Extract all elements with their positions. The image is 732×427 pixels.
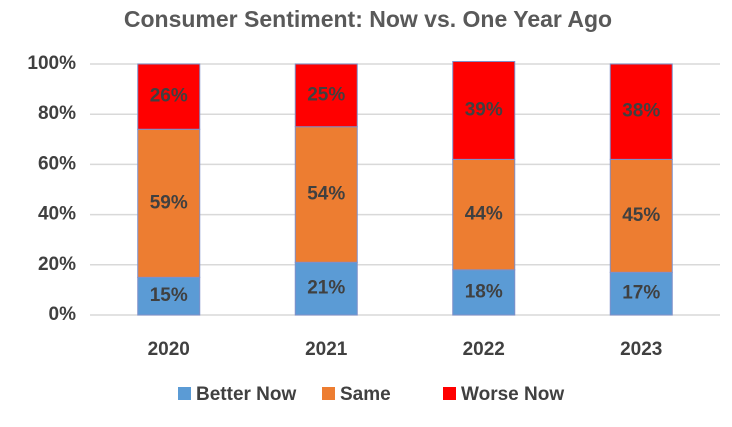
data-label: 15% <box>150 285 188 306</box>
x-tick-label: 2020 <box>148 339 190 360</box>
x-tick-label: 2021 <box>305 339 348 360</box>
data-label: 18% <box>465 281 503 302</box>
y-tick-label: 60% <box>38 153 76 174</box>
legend-label: Same <box>340 384 391 405</box>
bar-segment <box>294 63 358 128</box>
y-tick-label: 0% <box>49 304 77 325</box>
bar-segment <box>452 60 516 160</box>
data-label: 17% <box>622 283 660 304</box>
bar-segment <box>137 276 201 316</box>
x-tick-label: 2023 <box>620 339 662 360</box>
data-label: 54% <box>307 184 345 205</box>
y-tick-label: 20% <box>38 254 76 275</box>
bar-segment <box>294 261 358 316</box>
bar-segment <box>609 271 673 316</box>
y-tick-label: 80% <box>38 103 76 124</box>
legend-label: Worse Now <box>461 384 564 405</box>
data-label: 21% <box>307 278 345 299</box>
legend-label: Better Now <box>196 384 297 405</box>
bar-segment <box>452 158 516 271</box>
data-label: 38% <box>622 101 660 122</box>
data-label: 26% <box>150 86 188 107</box>
data-label: 45% <box>622 205 660 226</box>
legend-swatch <box>322 387 335 400</box>
legend-swatch <box>443 387 456 400</box>
y-tick-label: 40% <box>38 204 76 225</box>
legend-swatch <box>178 387 191 400</box>
data-label: 44% <box>465 204 503 225</box>
data-label: 59% <box>150 192 188 213</box>
bar-segment <box>294 126 358 263</box>
bar-segment <box>609 63 673 160</box>
bar-segment <box>137 128 201 278</box>
data-label: 39% <box>465 99 503 120</box>
bar-segment <box>137 63 201 130</box>
x-tick-label: 2022 <box>463 339 505 360</box>
data-label: 25% <box>307 84 345 105</box>
chart-title: Consumer Sentiment: Now vs. One Year Ago <box>124 6 612 32</box>
y-tick-label: 100% <box>27 53 76 74</box>
